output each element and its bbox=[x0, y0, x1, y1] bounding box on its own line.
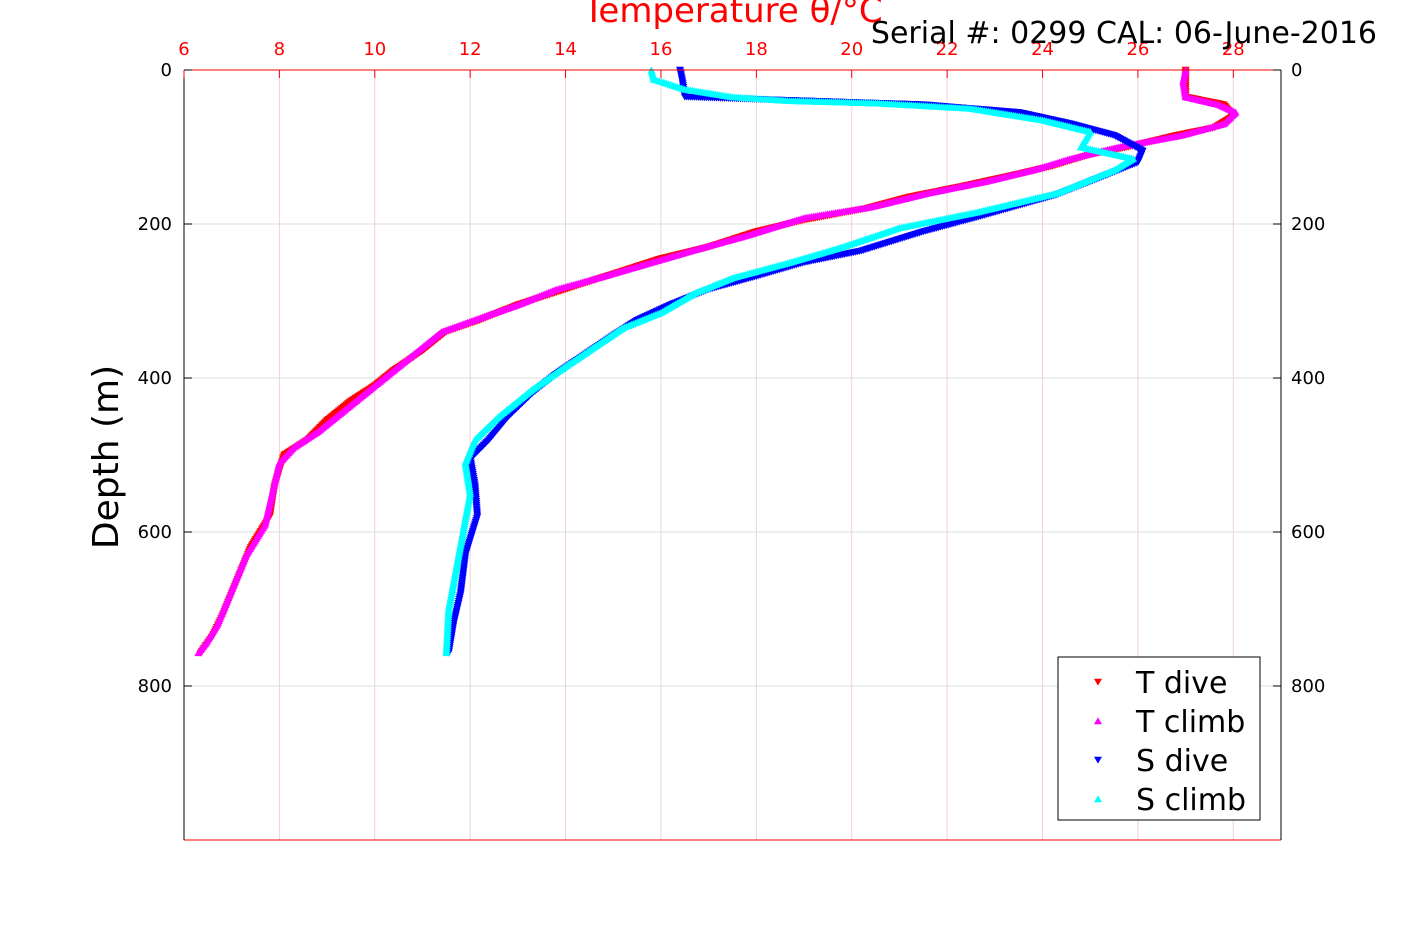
x-tick-label: 24 bbox=[1031, 39, 1054, 60]
x-tick-label: 18 bbox=[745, 39, 768, 60]
chart-title: Temperature θ/°C bbox=[582, 0, 882, 31]
y-tick-label: 0 bbox=[161, 60, 172, 81]
series-s-climb bbox=[442, 66, 1138, 657]
y-tick-label-right: 200 bbox=[1291, 214, 1325, 235]
x-tick-label: 22 bbox=[936, 39, 959, 60]
data-point bbox=[194, 649, 203, 657]
legend-marker bbox=[1094, 756, 1102, 764]
y-tick-label-right: 600 bbox=[1291, 522, 1325, 543]
legend-marker bbox=[1094, 717, 1102, 725]
legend-label: S dive bbox=[1136, 744, 1228, 779]
x-tick-label: 16 bbox=[650, 39, 673, 60]
y-axis-label: Depth (m) bbox=[86, 365, 127, 549]
legend: T dive T climb S dive S climb bbox=[1057, 656, 1261, 821]
legend-label: S climb bbox=[1136, 783, 1246, 818]
x-tick-label: 12 bbox=[459, 39, 482, 60]
y-tick-label-right: 800 bbox=[1291, 676, 1325, 697]
y-tick-label: 200 bbox=[138, 214, 172, 235]
y-tick-label: 800 bbox=[138, 676, 172, 697]
x-tick-label: 6 bbox=[178, 39, 189, 60]
legend-label: T climb bbox=[1135, 705, 1245, 740]
y-tick-label-right: 400 bbox=[1291, 368, 1325, 389]
x-tick-label: 8 bbox=[274, 39, 285, 60]
serial-annotation: Serial #: 0299 CAL: 06-June-2016 bbox=[871, 16, 1377, 51]
x-tick-label: 10 bbox=[363, 39, 386, 60]
y-tick-label-right: 0 bbox=[1291, 60, 1302, 81]
series-t-climb bbox=[194, 66, 1240, 657]
legend-marker bbox=[1094, 678, 1102, 686]
axes: 6 8 10 12 14 16 18 20 22 24 26 28 0 0 200 200 400 400 600 6… bbox=[138, 39, 1325, 841]
legend-marker bbox=[1094, 795, 1102, 803]
x-tick-label: 26 bbox=[1126, 39, 1149, 60]
series-s-dive bbox=[444, 66, 1147, 657]
x-tick-label: 20 bbox=[840, 39, 863, 60]
data-point bbox=[442, 649, 451, 657]
y-tick-label: 600 bbox=[138, 522, 172, 543]
x-tick-label: 28 bbox=[1222, 39, 1245, 60]
legend-label: T dive bbox=[1135, 666, 1227, 701]
legend-box bbox=[1057, 656, 1261, 821]
y-tick-label: 400 bbox=[138, 368, 172, 389]
series-layer bbox=[194, 66, 1240, 657]
x-tick-label: 14 bbox=[554, 39, 577, 60]
